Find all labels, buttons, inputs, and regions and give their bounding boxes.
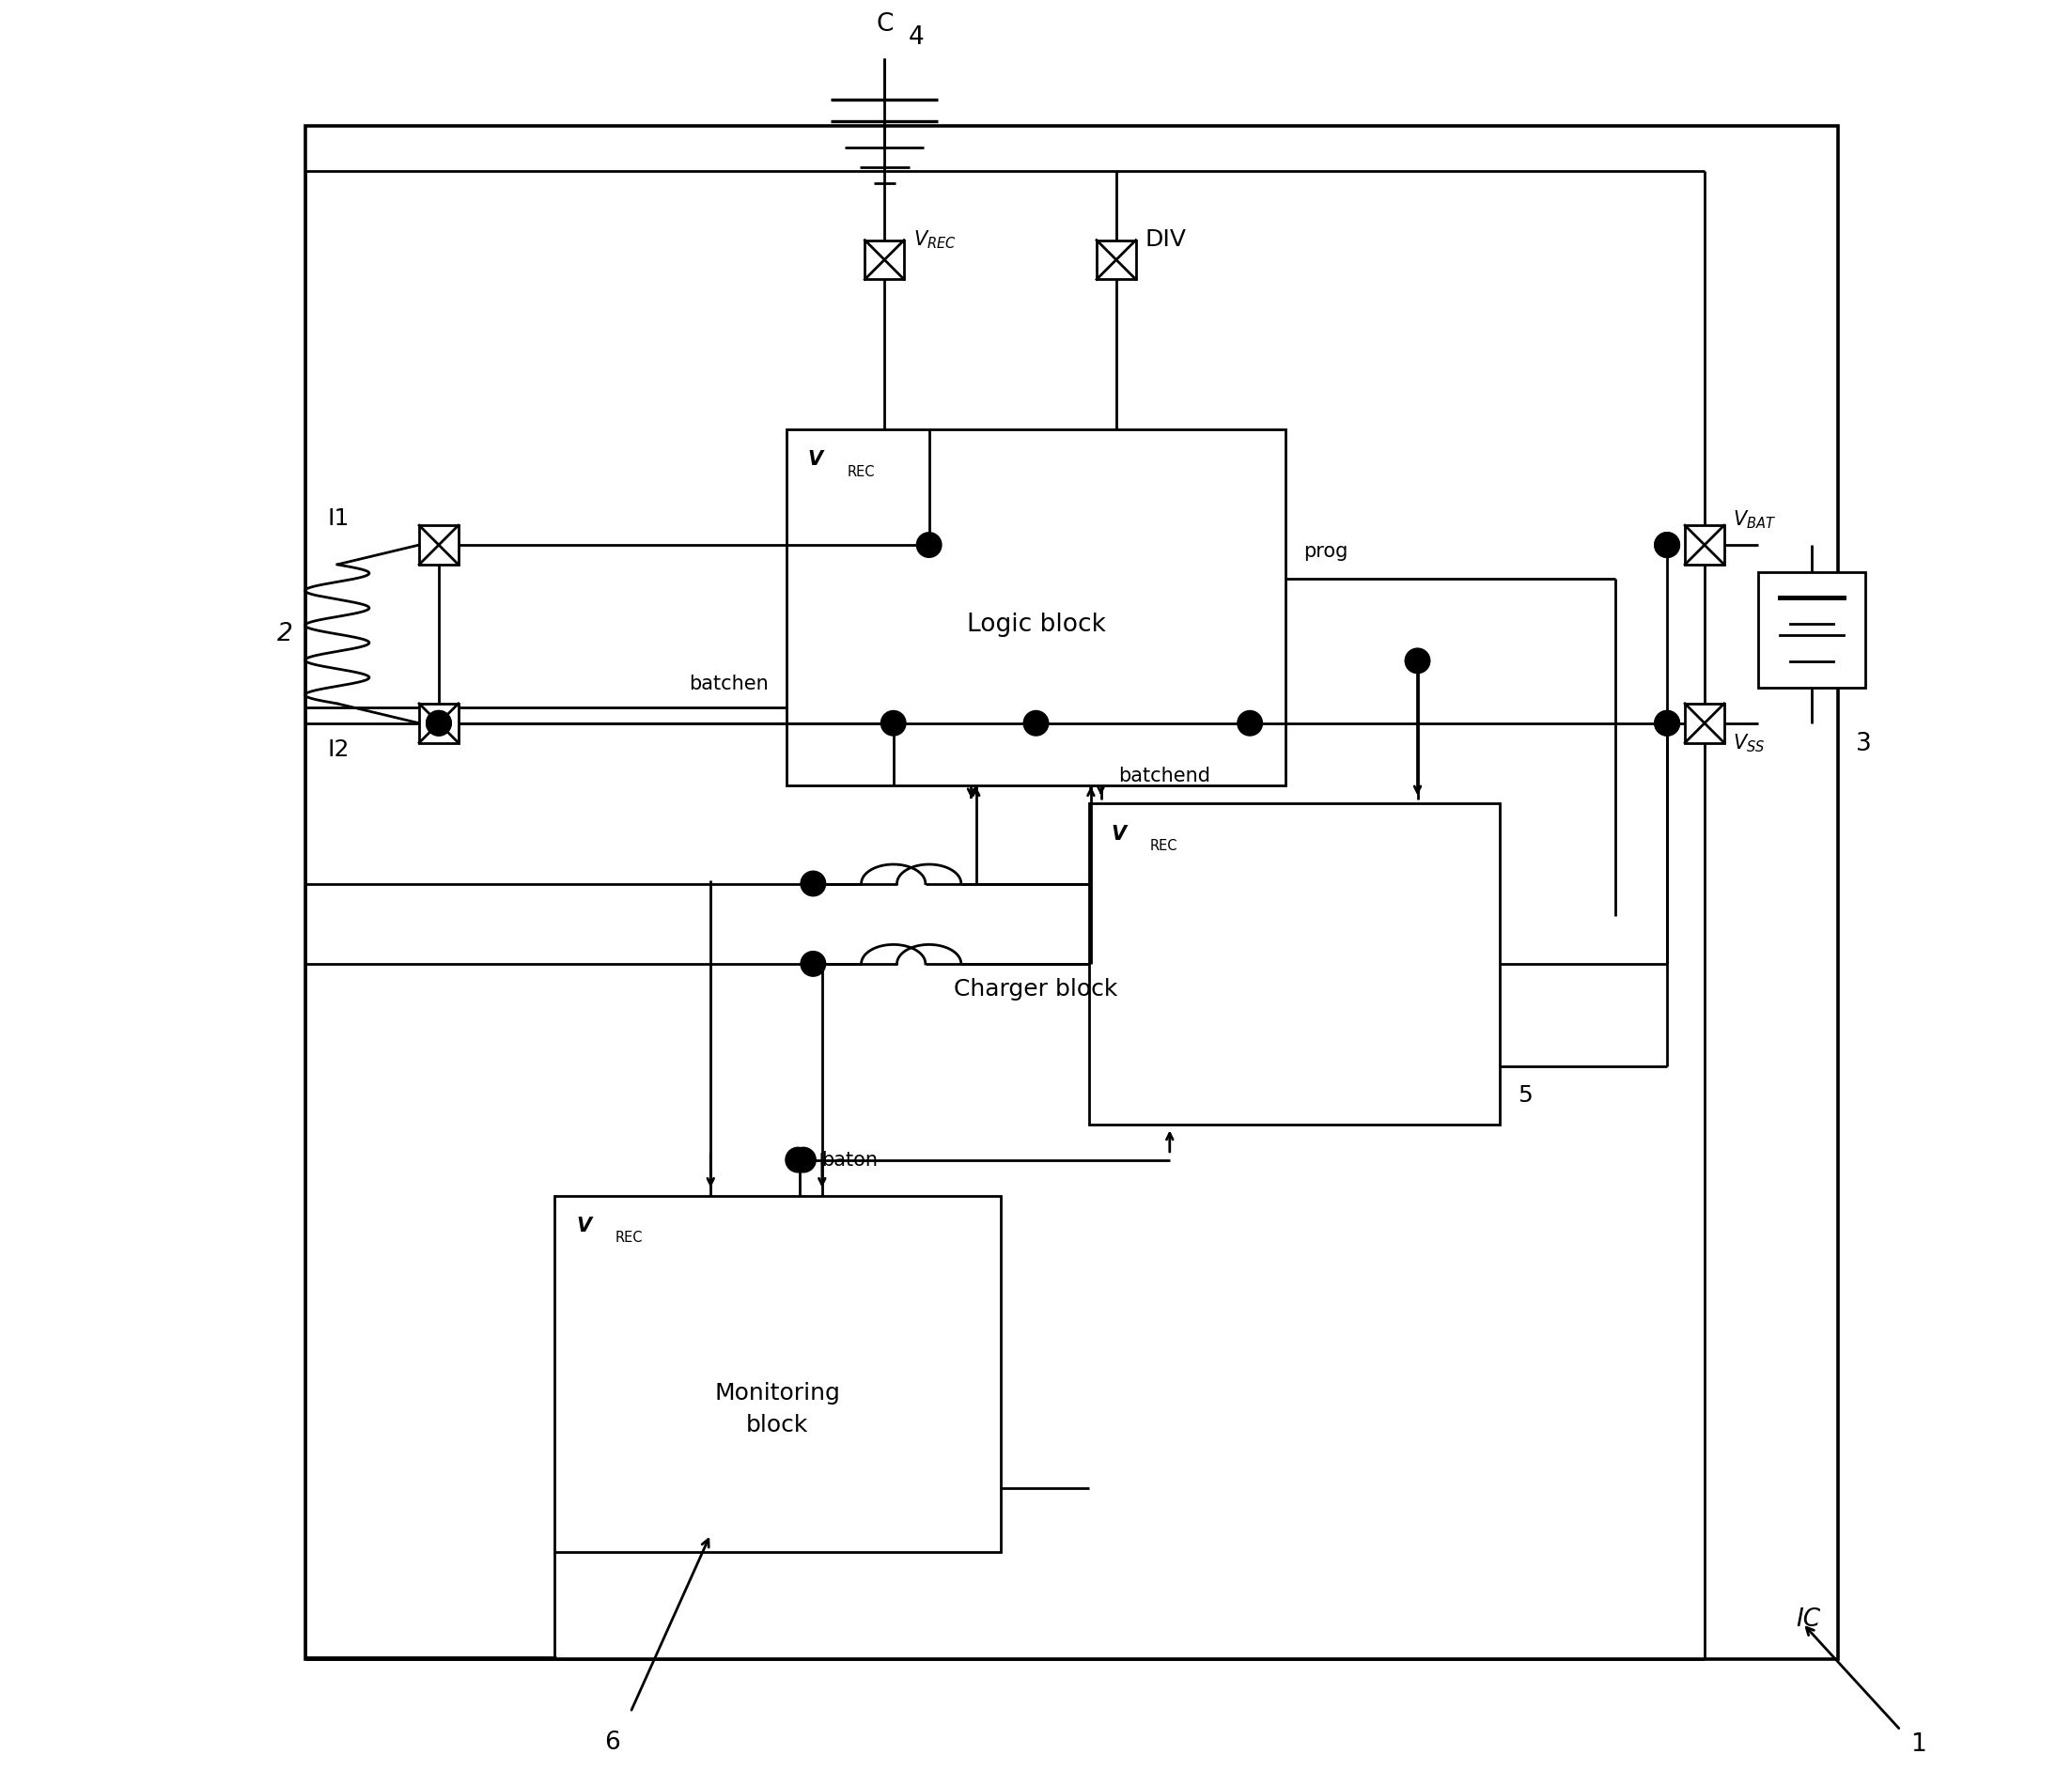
Text: batchend: batchend	[1119, 768, 1210, 785]
Bar	[1096, 241, 1135, 280]
Circle shape	[800, 871, 825, 896]
Text: IC: IC	[1796, 1608, 1821, 1631]
Circle shape	[1024, 710, 1048, 735]
Text: I2: I2	[327, 739, 350, 760]
Text: $V_{REC}$: $V_{REC}$	[914, 228, 955, 252]
Bar	[555, 1196, 1001, 1551]
Text: V: V	[576, 1217, 591, 1235]
Circle shape	[1656, 710, 1680, 735]
Bar	[1685, 703, 1724, 743]
Text: REC: REC	[615, 1232, 642, 1246]
Bar	[864, 241, 903, 280]
Text: $V_{BAT}$: $V_{BAT}$	[1732, 509, 1776, 530]
Circle shape	[1237, 710, 1262, 735]
Text: REC: REC	[1150, 839, 1177, 853]
Text: prog: prog	[1303, 543, 1349, 560]
Text: Charger block: Charger block	[953, 978, 1119, 1001]
Bar	[305, 127, 1838, 1658]
Text: V: V	[1111, 825, 1125, 844]
Circle shape	[427, 710, 452, 735]
Text: REC: REC	[847, 464, 874, 478]
Text: $V_{SS}$: $V_{SS}$	[1732, 732, 1765, 755]
Text: 3: 3	[1857, 732, 1871, 757]
Text: 5: 5	[1517, 1083, 1531, 1107]
Circle shape	[1405, 648, 1430, 673]
Text: 1: 1	[1910, 1731, 1927, 1756]
Text: V: V	[808, 450, 823, 469]
Circle shape	[916, 532, 941, 557]
Text: I1: I1	[327, 507, 350, 530]
Text: C: C	[876, 12, 893, 37]
Text: Logic block: Logic block	[966, 612, 1106, 637]
Bar	[419, 703, 458, 743]
Text: Monitoring
block: Monitoring block	[715, 1382, 841, 1437]
Bar	[1685, 525, 1724, 564]
Text: baton: baton	[821, 1151, 879, 1169]
Bar	[1757, 571, 1865, 687]
Circle shape	[427, 710, 452, 735]
Circle shape	[785, 1148, 810, 1173]
Bar	[787, 428, 1285, 785]
Bar	[419, 525, 458, 564]
Circle shape	[800, 951, 825, 976]
Circle shape	[792, 1148, 816, 1173]
Text: 4: 4	[910, 25, 924, 50]
Circle shape	[881, 710, 905, 735]
Circle shape	[1656, 532, 1680, 557]
Circle shape	[1656, 710, 1680, 735]
Text: batchen: batchen	[690, 675, 769, 693]
Text: DIV: DIV	[1144, 228, 1185, 252]
Text: 2: 2	[278, 621, 292, 646]
Text: 6: 6	[605, 1730, 620, 1755]
Circle shape	[1656, 532, 1680, 557]
Bar	[1090, 803, 1500, 1125]
